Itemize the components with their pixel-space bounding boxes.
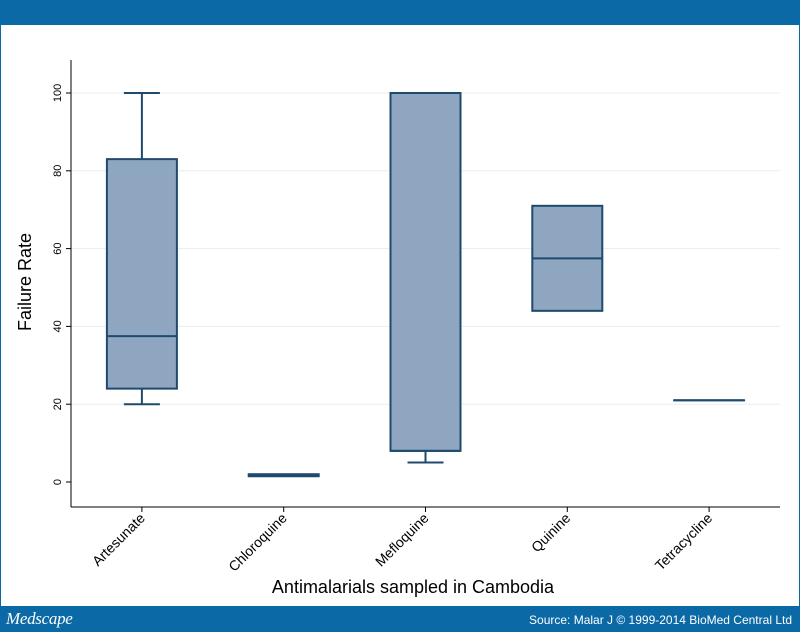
top-bar xyxy=(0,0,800,24)
y-tick-label: 60 xyxy=(52,242,64,254)
y-ticks: 0 20 40 60 80 100 xyxy=(52,84,71,485)
x-tick-label: Mefloquine xyxy=(372,510,432,570)
iqr-box xyxy=(389,92,462,452)
y-tick-label: 80 xyxy=(52,165,64,177)
box-quinine xyxy=(531,204,604,312)
x-tick-label: Chloroquine xyxy=(225,510,290,575)
x-tick-label: Quinine xyxy=(528,510,574,556)
box-artesunate xyxy=(105,92,178,406)
box-plot: 0 20 40 60 80 100 Artesunate Chloroquine Mefloq… xyxy=(15,60,780,597)
y-tick-label: 0 xyxy=(52,479,64,485)
footer-bar: Medscape Source: Malar J © 1999-2014 Bio… xyxy=(0,606,800,632)
y-tick-label: 40 xyxy=(52,320,64,332)
medscape-logo: Medscape xyxy=(6,609,73,628)
source-credit: Source: Malar J © 1999-2014 BioMed Centr… xyxy=(529,613,792,627)
box-chloroquine xyxy=(247,473,320,478)
x-ticks: Artesunate Chloroquine Mefloquine Quinine Te… xyxy=(89,507,716,575)
boxes xyxy=(105,92,746,478)
x-tick-label: Tetracycline xyxy=(652,510,716,574)
x-axis-label: Antimalarials sampled in Cambodia xyxy=(272,577,555,597)
y-tick-label: 100 xyxy=(52,84,64,102)
y-tick-label: 20 xyxy=(52,398,64,410)
y-axis-label: Failure Rate xyxy=(15,233,35,331)
chart-area: 0 20 40 60 80 100 Artesunate Chloroquine Mefloq… xyxy=(1,25,799,606)
x-tick-label: Artesunate xyxy=(89,510,148,569)
box-mefloquine xyxy=(389,92,462,464)
iqr-box xyxy=(105,158,178,390)
